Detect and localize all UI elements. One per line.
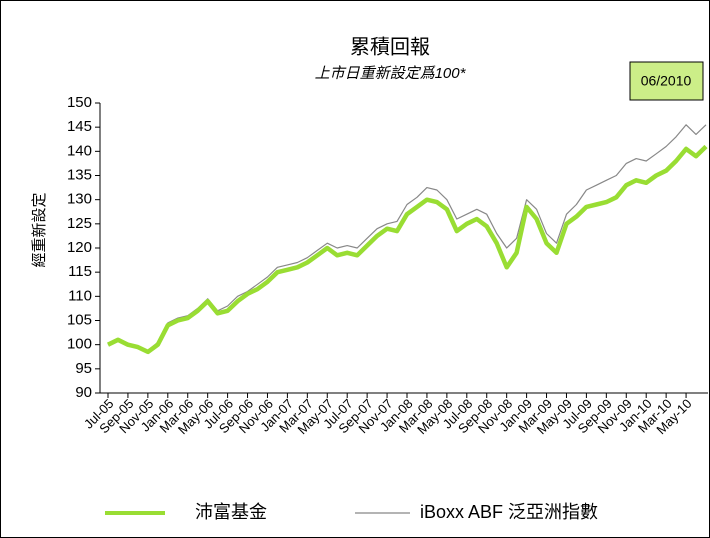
- chart-subtitle: 上市日重新設定爲100*: [315, 65, 467, 82]
- y-tick-label: 150: [67, 94, 92, 111]
- y-tick-label: 100: [67, 336, 92, 353]
- y-tick-label: 105: [67, 311, 92, 328]
- y-tick-label: 140: [67, 142, 92, 159]
- y-tick-label: 145: [67, 118, 92, 135]
- y-tick-label: 95: [75, 360, 92, 377]
- y-tick-label: 135: [67, 166, 92, 183]
- series-line: [107, 124, 707, 352]
- y-tick-label: 130: [67, 191, 92, 208]
- annotation-box: [629, 61, 704, 101]
- y-tick-label: 125: [67, 215, 92, 232]
- y-tick-label: 115: [68, 263, 92, 280]
- chart-title: 累積回報: [350, 35, 430, 58]
- annotation: 06/2010: [641, 73, 692, 89]
- y-tick-label: 110: [68, 287, 92, 304]
- legend-label: 沛富基金: [195, 502, 267, 522]
- y-tick-label: 120: [67, 239, 92, 256]
- y-axis-label: 經重新設定: [31, 192, 48, 267]
- y-tick-label: 90: [75, 384, 92, 401]
- legend-label: iBoxx ABF 泛亞洲指數: [420, 502, 598, 522]
- series-line: [107, 144, 708, 355]
